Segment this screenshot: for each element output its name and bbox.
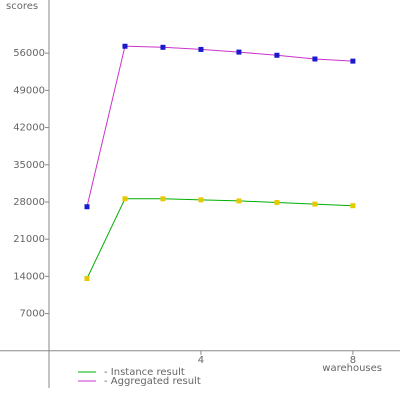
point <box>160 44 166 50</box>
y-tick-label: 35000 <box>13 160 45 171</box>
y-tick-label: 56000 <box>13 48 45 59</box>
point <box>274 52 280 58</box>
y-tick-label: 14000 <box>13 271 45 282</box>
point <box>84 204 90 210</box>
legend-label: - Instance result <box>104 367 185 378</box>
x-tick-label: 4 <box>198 355 204 366</box>
y-tick-label: 21000 <box>13 234 45 245</box>
x-axis-label: warehouses <box>322 363 382 374</box>
point <box>350 203 356 209</box>
y-tick-label: 49000 <box>13 85 45 96</box>
point <box>236 49 242 55</box>
y-tick-label: 28000 <box>13 197 45 208</box>
point <box>198 46 204 52</box>
point <box>236 198 242 204</box>
y-axis-label: scores <box>6 1 38 12</box>
point <box>274 200 280 206</box>
point <box>198 197 204 203</box>
legend-label: - Aggregated result <box>104 376 201 387</box>
point <box>160 196 166 202</box>
x-tick-label: 8 <box>350 355 356 366</box>
series-line <box>86 45 353 207</box>
y-tick-label: 7000 <box>20 309 45 320</box>
point <box>312 56 318 62</box>
point <box>350 58 356 64</box>
point <box>122 196 128 202</box>
point <box>122 43 128 49</box>
y-tick-label: 42000 <box>13 123 45 134</box>
point <box>312 201 318 207</box>
point <box>84 276 90 282</box>
series-line <box>86 198 353 279</box>
